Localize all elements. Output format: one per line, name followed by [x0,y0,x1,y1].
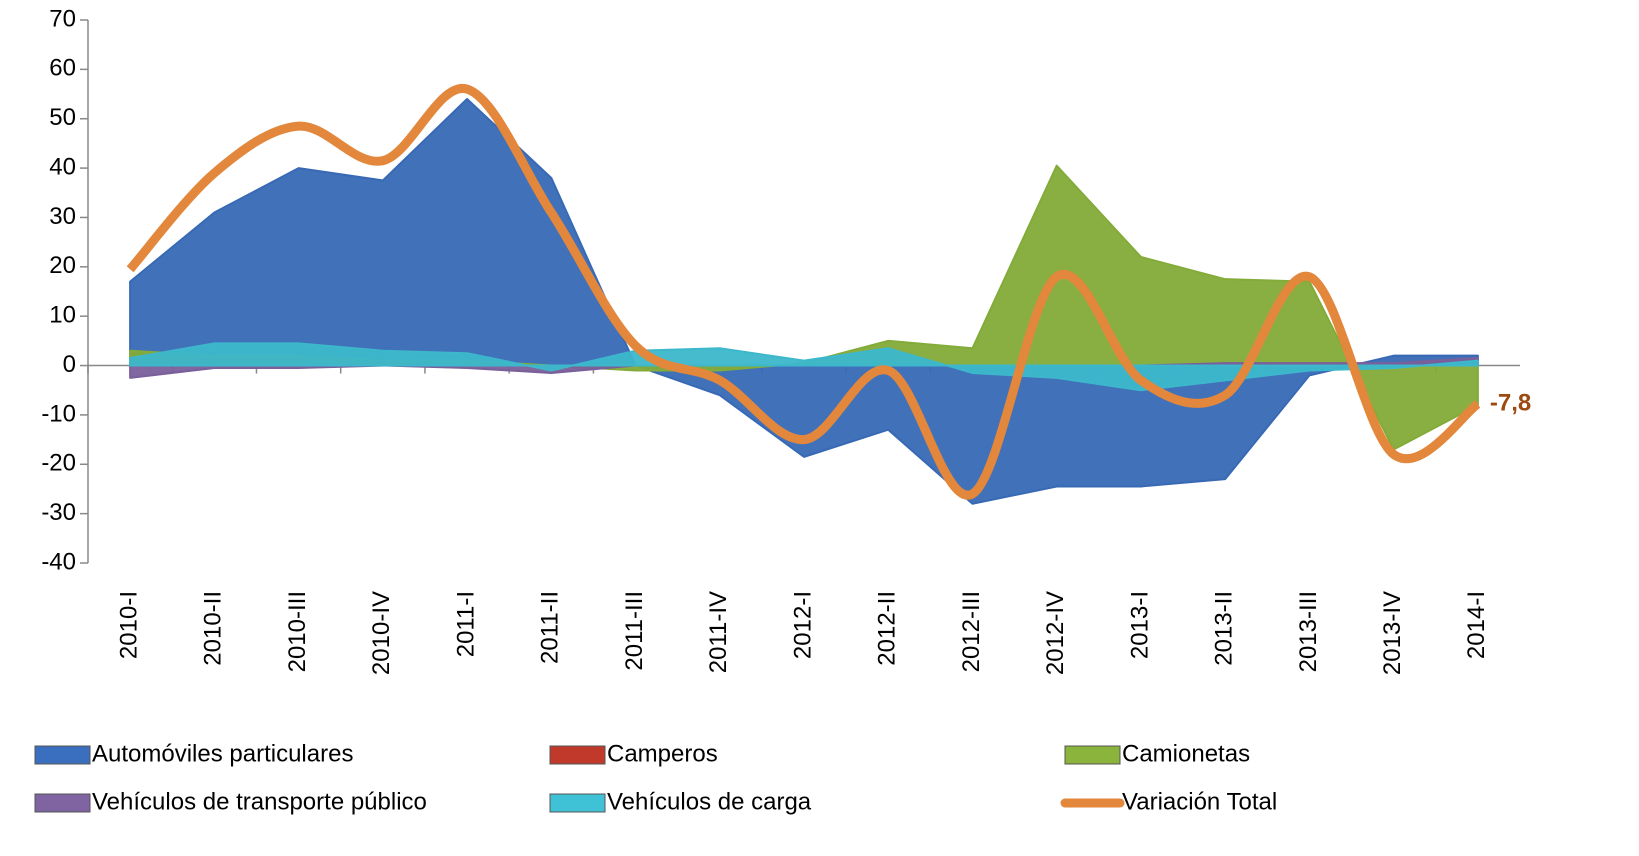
x-tick-label: 2012-IV [1042,591,1069,675]
x-tick-label: 2013-II [1211,591,1238,666]
x-tick-label: 2011-III [621,591,648,671]
x-tick-label: 2012-II [874,591,901,666]
total-line [126,84,1481,500]
x-tick-label: 2010-III [284,591,311,672]
area [129,97,1479,505]
y-tick-label: -10 [41,400,76,427]
y-tick-label: 30 [49,203,76,230]
y-tick-label: 60 [49,55,76,82]
x-tick-label: 2010-II [200,591,227,666]
legend-swatch [549,793,606,813]
y-tick-label: -20 [41,450,76,477]
legend-label: Vehículos de carga [607,788,812,815]
x-tick-label: 2011-IV [705,591,732,673]
x-tick-label: 2012-III [958,591,985,672]
y-tick-label: -30 [41,499,76,526]
legend-swatch [1064,745,1121,765]
x-tick-label: 2011-I [452,591,479,657]
legend-label: Vehículos de transporte público [92,788,427,815]
legend-label: Automóviles particulares [92,740,353,767]
x-tick-label: 2010-IV [368,591,395,675]
x-tick-label: 2010-I [115,591,142,659]
x-tick-label: 2014-I [1463,591,1490,659]
data-label: -7,8 [1490,389,1531,416]
y-tick-label: 50 [49,104,76,131]
y-tick-label: 70 [49,5,76,32]
y-tick-label: 10 [49,302,76,329]
legend-swatch [34,793,91,813]
legend-label: Camperos [607,740,718,767]
x-tick-label: 2013-III [1295,591,1322,672]
y-tick-label: 20 [49,252,76,279]
legend-swatch [549,745,606,765]
legend-swatch [34,745,91,765]
legend-label: Camionetas [1122,740,1250,767]
x-tick-label: 2011-II [537,591,564,664]
y-tick-label: 0 [63,351,76,378]
y-tick-label: -40 [41,548,76,575]
x-tick-label: 2013-IV [1379,591,1406,675]
x-tick-label: 2012-I [789,591,816,659]
legend-label: Variación Total [1122,788,1277,815]
y-tick-label: 40 [49,153,76,180]
x-tick-label: 2013-I [1126,591,1153,659]
